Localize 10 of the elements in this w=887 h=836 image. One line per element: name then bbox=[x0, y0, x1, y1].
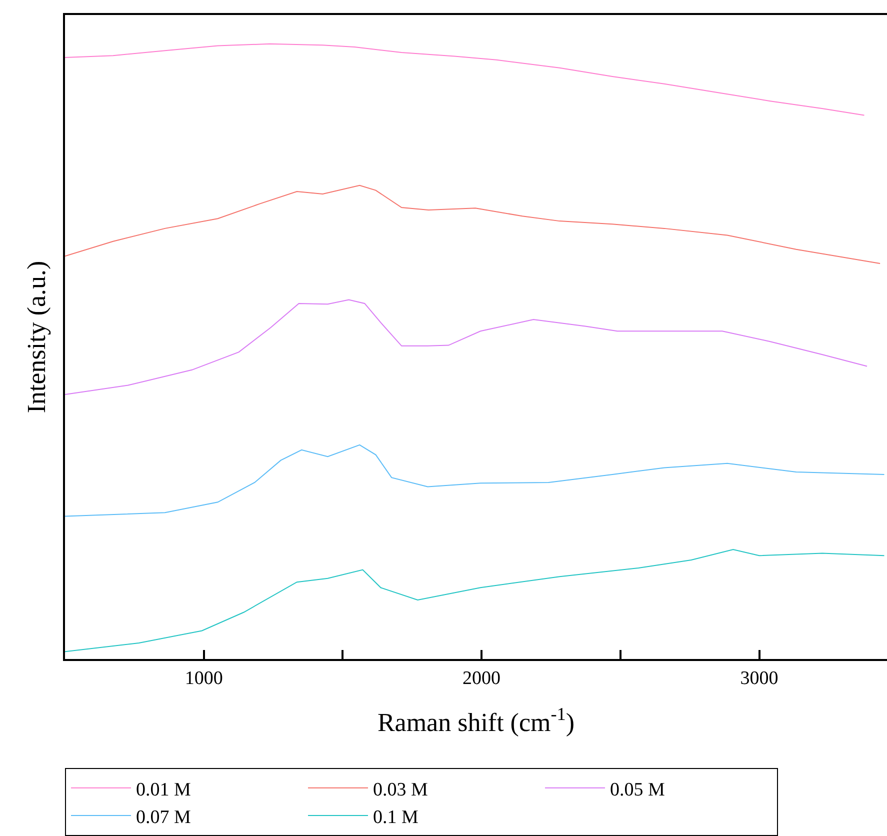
x-tick-label: 2000 bbox=[462, 668, 501, 689]
x-axis-title: Raman shift (cm$^{-1}$) bbox=[377, 704, 575, 737]
x-tick-label: 3000 bbox=[740, 668, 778, 689]
legend-label: 0.05 M bbox=[610, 779, 665, 800]
x-tick-label: 1000 bbox=[184, 668, 223, 689]
y-axis-title: Intensity (a.u.) bbox=[22, 260, 51, 414]
legend-label: 0.01 M bbox=[136, 779, 191, 800]
legend-label: 0.1 M bbox=[373, 806, 418, 828]
legend-label: 0.03 M bbox=[373, 779, 428, 800]
legend-label: 0.07 M bbox=[136, 806, 191, 828]
